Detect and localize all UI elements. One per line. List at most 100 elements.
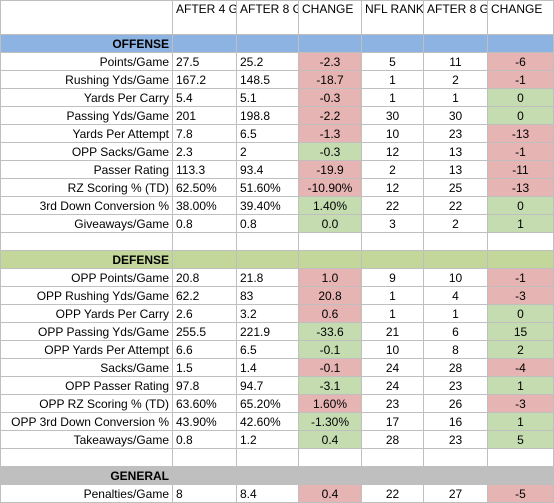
section-header-cell[interactable]: [361, 466, 424, 485]
rank-change-value[interactable]: 15: [487, 322, 554, 341]
rank-change-value[interactable]: -1: [487, 142, 554, 161]
metric-label[interactable]: OPP Rushing Yds/Game: [0, 286, 173, 305]
rank-change-value[interactable]: -13: [487, 124, 554, 143]
change-value[interactable]: -0.3: [298, 88, 362, 107]
after8-value[interactable]: 2: [236, 142, 299, 161]
section-header-cell[interactable]: [172, 250, 237, 269]
week4-rank-value[interactable]: 28: [361, 430, 424, 449]
change-value[interactable]: -1.30%: [298, 412, 362, 431]
after4-value[interactable]: 62.2: [172, 286, 237, 305]
week4-rank-value[interactable]: 10: [361, 340, 424, 359]
change-value[interactable]: -18.7: [298, 70, 362, 89]
rank-change-value[interactable]: -6: [487, 52, 554, 71]
after8-rank-value[interactable]: 23: [423, 430, 488, 449]
week4-rank-value[interactable]: 1: [361, 70, 424, 89]
after8-rank-value[interactable]: 13: [423, 142, 488, 161]
change-value[interactable]: 0.0: [298, 214, 362, 233]
metric-label[interactable]: OPP RZ Scoring % (TD): [0, 394, 173, 413]
metric-label[interactable]: RZ Scoring % (TD): [0, 178, 173, 197]
week4-rank-value[interactable]: 10: [361, 124, 424, 143]
after8-rank-value[interactable]: 11: [423, 52, 488, 71]
week4-rank-value[interactable]: 3: [361, 214, 424, 233]
rank-change-value[interactable]: 5: [487, 430, 554, 449]
change-value[interactable]: -19.9: [298, 160, 362, 179]
after8-rank-value[interactable]: 1: [423, 304, 488, 323]
empty-cell[interactable]: [423, 448, 488, 467]
week4-rank-value[interactable]: 24: [361, 376, 424, 395]
empty-cell[interactable]: [361, 232, 424, 251]
metric-label[interactable]: 3rd Down Conversion %: [0, 196, 173, 215]
after8-rank-value[interactable]: 1: [423, 88, 488, 107]
change-value[interactable]: 1.0: [298, 268, 362, 287]
section-header-cell[interactable]: [298, 466, 362, 485]
rank-change-value[interactable]: -3: [487, 286, 554, 305]
after4-value[interactable]: 113.3: [172, 160, 237, 179]
metric-label[interactable]: Sacks/Game: [0, 358, 173, 377]
change-value[interactable]: -10.90%: [298, 178, 362, 197]
after8-value[interactable]: 1.2: [236, 430, 299, 449]
change-value[interactable]: -33.6: [298, 322, 362, 341]
section-header-cell[interactable]: [487, 250, 554, 269]
header-after8-rank[interactable]: AFTER 8 GAMES: [423, 0, 488, 35]
change-value[interactable]: -2.2: [298, 106, 362, 125]
after4-value[interactable]: 7.8: [172, 124, 237, 143]
after8-rank-value[interactable]: 2: [423, 214, 488, 233]
empty-cell[interactable]: [172, 448, 237, 467]
section-header-cell[interactable]: [172, 34, 237, 53]
after4-value[interactable]: 20.8: [172, 268, 237, 287]
week4-rank-value[interactable]: 22: [361, 196, 424, 215]
metric-label[interactable]: Giveaways/Game: [0, 214, 173, 233]
empty-cell[interactable]: [298, 232, 362, 251]
after4-value[interactable]: 2.6: [172, 304, 237, 323]
rank-change-value[interactable]: 1: [487, 376, 554, 395]
metric-label[interactable]: Yards Per Carry: [0, 88, 173, 107]
after8-value[interactable]: 5.1: [236, 88, 299, 107]
after4-value[interactable]: 97.8: [172, 376, 237, 395]
metric-label[interactable]: OPP Passer Rating: [0, 376, 173, 395]
metric-label[interactable]: Points/Game: [0, 52, 173, 71]
change-value[interactable]: 20.8: [298, 286, 362, 305]
change-value[interactable]: 1.40%: [298, 196, 362, 215]
header-after4[interactable]: AFTER 4 GAMES: [172, 0, 237, 35]
empty-cell[interactable]: [361, 448, 424, 467]
metric-label[interactable]: Yards Per Attempt: [0, 124, 173, 143]
after8-value[interactable]: 198.8: [236, 106, 299, 125]
after4-value[interactable]: 27.5: [172, 52, 237, 71]
metric-label[interactable]: OPP Sacks/Game: [0, 142, 173, 161]
section-title[interactable]: GENERAL: [0, 466, 173, 485]
metric-label[interactable]: Takeaways/Game: [0, 430, 173, 449]
rank-change-value[interactable]: -1: [487, 268, 554, 287]
after8-value[interactable]: 1.4: [236, 358, 299, 377]
metric-label[interactable]: OPP Points/Game: [0, 268, 173, 287]
section-header-cell[interactable]: [423, 34, 488, 53]
empty-cell[interactable]: [236, 232, 299, 251]
after8-value[interactable]: 6.5: [236, 340, 299, 359]
week4-rank-value[interactable]: 2: [361, 160, 424, 179]
metric-label[interactable]: OPP 3rd Down Conversion %: [0, 412, 173, 431]
after4-value[interactable]: 255.5: [172, 322, 237, 341]
week4-rank-value[interactable]: 1: [361, 304, 424, 323]
section-header-cell[interactable]: [298, 34, 362, 53]
change-value[interactable]: 0.6: [298, 304, 362, 323]
metric-label[interactable]: Passer Rating: [0, 160, 173, 179]
after4-value[interactable]: 63.60%: [172, 394, 237, 413]
after8-value[interactable]: 221.9: [236, 322, 299, 341]
rank-change-value[interactable]: 1: [487, 214, 554, 233]
metric-label[interactable]: OPP Passing Yds/Game: [0, 322, 173, 341]
rank-change-value[interactable]: -5: [487, 484, 554, 503]
after8-value[interactable]: 93.4: [236, 160, 299, 179]
after4-value[interactable]: 201: [172, 106, 237, 125]
week4-rank-value[interactable]: 9: [361, 268, 424, 287]
after8-value[interactable]: 65.20%: [236, 394, 299, 413]
change-value[interactable]: 1.60%: [298, 394, 362, 413]
after8-value[interactable]: 148.5: [236, 70, 299, 89]
after4-value[interactable]: 43.90%: [172, 412, 237, 431]
header-nfl-rank-week4[interactable]: NFL RANK WEEK 4: [361, 0, 424, 35]
after4-value[interactable]: 1.5: [172, 358, 237, 377]
week4-rank-value[interactable]: 5: [361, 52, 424, 71]
empty-cell[interactable]: [0, 232, 173, 251]
section-title[interactable]: DEFENSE: [0, 250, 173, 269]
after8-value[interactable]: 3.2: [236, 304, 299, 323]
week4-rank-value[interactable]: 17: [361, 412, 424, 431]
change-value[interactable]: 0.4: [298, 484, 362, 503]
